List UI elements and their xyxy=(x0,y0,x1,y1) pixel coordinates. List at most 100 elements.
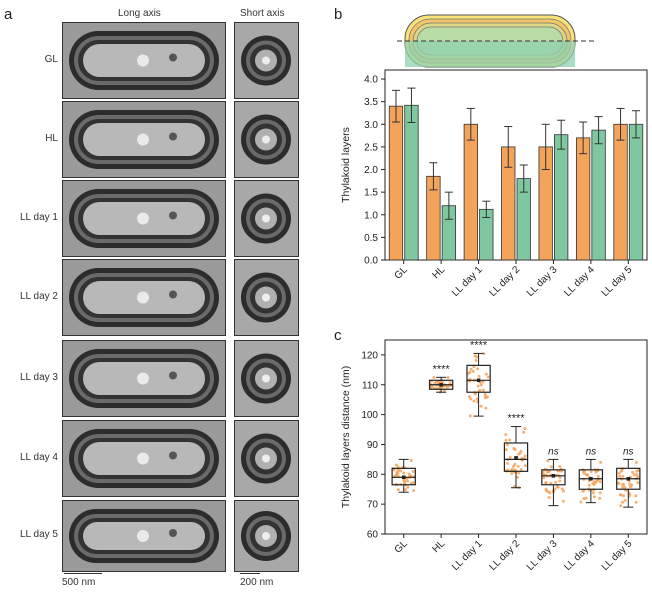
data-point xyxy=(623,498,627,502)
data-point xyxy=(558,465,562,469)
data-point xyxy=(621,474,625,478)
data-point xyxy=(635,473,639,477)
data-point xyxy=(594,480,598,484)
bar xyxy=(554,134,569,261)
long-axis-header: Long axis xyxy=(118,8,161,19)
box xyxy=(578,469,604,490)
data-point xyxy=(404,488,408,492)
data-point xyxy=(562,489,566,493)
mean-marker xyxy=(551,474,556,478)
short-axis-micrograph xyxy=(234,340,299,417)
significance-label: **** xyxy=(470,339,488,351)
data-point xyxy=(636,475,640,479)
bar xyxy=(591,129,606,261)
data-point xyxy=(411,470,415,474)
data-point xyxy=(561,499,565,503)
data-point xyxy=(618,474,622,478)
data-point xyxy=(448,381,452,385)
scale-label-short: 200 nm xyxy=(240,577,274,588)
data-point xyxy=(619,504,623,508)
short-axis-micrograph xyxy=(234,180,299,257)
box xyxy=(541,469,566,486)
data-point xyxy=(474,359,478,363)
mean-marker xyxy=(626,476,631,481)
data-point xyxy=(467,395,471,399)
data-point xyxy=(516,464,520,468)
x-tick-label: LL day 4 xyxy=(562,538,597,573)
data-point xyxy=(631,470,635,474)
y-tick-label: 1.0 xyxy=(364,210,378,221)
data-point xyxy=(548,491,552,495)
data-point xyxy=(617,471,621,475)
box xyxy=(391,467,416,486)
data-point xyxy=(523,464,527,468)
data-point xyxy=(584,496,588,500)
short-axis-micrograph xyxy=(234,259,299,336)
x-tick-label: LL day 5 xyxy=(600,538,635,573)
significance-label: ns xyxy=(623,446,634,457)
bar xyxy=(613,123,628,261)
x-tick-label: LL day 2 xyxy=(487,264,522,299)
mean-marker xyxy=(401,475,406,480)
data-point xyxy=(621,500,625,504)
y-tick-label: 0.0 xyxy=(364,256,378,267)
x-tick-label: GL xyxy=(393,264,411,282)
long-axis-micrograph xyxy=(62,180,226,257)
scale-bar-short xyxy=(240,573,260,574)
short-axis-micrograph xyxy=(234,101,299,178)
mean-marker xyxy=(476,378,481,383)
data-point xyxy=(598,496,602,500)
x-tick-label: LL day 4 xyxy=(562,264,597,299)
data-point xyxy=(396,488,400,492)
data-point xyxy=(406,479,410,483)
data-point xyxy=(579,500,583,504)
data-point xyxy=(585,473,589,477)
data-point xyxy=(484,406,488,410)
data-point xyxy=(589,469,593,473)
data-point xyxy=(479,383,483,387)
data-point xyxy=(544,481,548,485)
panel-a-letter: a xyxy=(4,6,13,23)
data-point xyxy=(616,481,620,485)
data-point xyxy=(545,470,549,474)
data-point xyxy=(547,496,551,500)
y-axis-label: Thylakoid layers xyxy=(340,127,352,203)
data-point xyxy=(409,481,413,485)
data-point xyxy=(479,404,483,408)
y-tick-label: 100 xyxy=(361,410,378,421)
data-point xyxy=(396,471,400,475)
short-axis-header: Short axis xyxy=(240,8,285,19)
data-point xyxy=(582,471,586,475)
data-point xyxy=(406,485,410,489)
x-tick-label: GL xyxy=(393,538,411,556)
y-tick-label: 2.0 xyxy=(364,165,378,176)
x-tick-label: LL day 3 xyxy=(525,538,560,573)
long-axis-micrograph xyxy=(62,420,226,497)
data-point xyxy=(476,367,480,371)
data-point xyxy=(618,493,622,497)
data-point xyxy=(481,388,485,392)
data-point xyxy=(513,468,517,472)
data-point xyxy=(466,371,470,375)
row-label: LL day 2 xyxy=(20,290,58,302)
data-point xyxy=(394,463,398,467)
plot-frame xyxy=(384,69,648,261)
significance-label: ns xyxy=(586,446,597,457)
data-point xyxy=(623,485,627,489)
data-point xyxy=(512,464,516,468)
short-axis-micrograph xyxy=(234,22,299,99)
scale-label-long: 500 nm xyxy=(62,577,96,588)
data-point xyxy=(484,372,488,376)
y-tick-label: 4.0 xyxy=(364,75,378,86)
row-label: LL day 3 xyxy=(20,371,58,383)
data-point xyxy=(556,485,560,489)
scale-bar-long xyxy=(64,573,102,574)
significance-label: **** xyxy=(433,363,451,375)
long-axis-micrograph xyxy=(62,101,226,178)
data-point xyxy=(512,446,516,450)
data-point xyxy=(621,485,625,489)
data-point xyxy=(553,487,557,491)
data-point xyxy=(504,438,508,442)
data-point xyxy=(620,468,624,472)
data-point xyxy=(635,469,639,473)
